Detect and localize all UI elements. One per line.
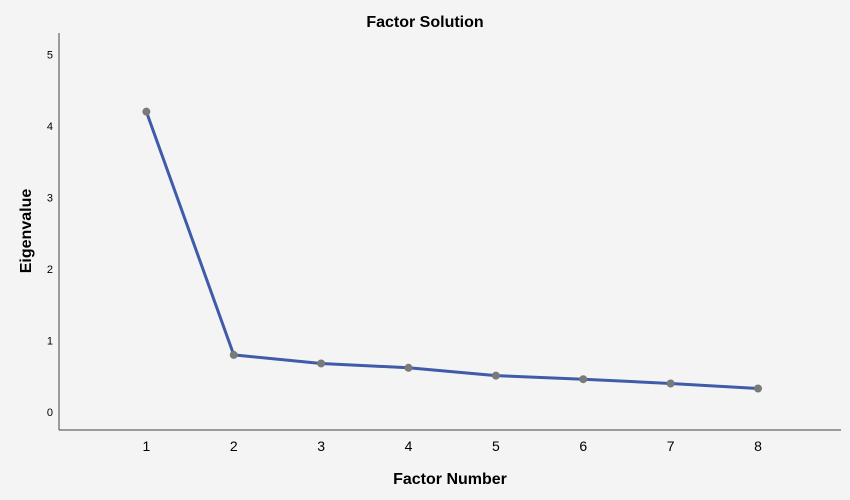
x-tick-label: 5 — [492, 438, 500, 454]
y-tick-labels: 0 1 2 3 4 5 — [47, 49, 53, 419]
series-line — [144, 110, 760, 391]
y-tick-label: 5 — [47, 49, 53, 61]
y-axis-title: Eigenvalue — [18, 189, 35, 274]
plot-area: 0 1 2 3 4 5 1 2 3 4 5 6 7 8 — [47, 33, 841, 454]
x-tick-label: 2 — [230, 438, 238, 454]
y-tick-label: 4 — [47, 121, 53, 133]
data-point — [666, 379, 675, 388]
x-tick-labels: 1 2 3 4 5 6 7 8 — [142, 438, 762, 454]
x-tick-label: 4 — [405, 438, 413, 454]
y-tick-label: 3 — [47, 193, 53, 205]
x-tick-label: 6 — [579, 438, 587, 454]
x-tick-label: 8 — [754, 438, 762, 454]
data-point — [753, 384, 762, 393]
x-tick-label: 1 — [142, 438, 150, 454]
data-point — [491, 371, 500, 380]
x-axis-title: Factor Number — [393, 471, 507, 488]
y-tick-label: 1 — [47, 336, 53, 348]
data-point — [229, 350, 238, 359]
chart-title: Factor Solution — [366, 14, 483, 31]
y-tick-label: 2 — [47, 264, 53, 276]
x-tick-label: 3 — [317, 438, 325, 454]
x-tick-label: 7 — [667, 438, 675, 454]
data-point — [404, 363, 413, 372]
data-point — [317, 359, 326, 368]
y-tick-label: 0 — [47, 407, 53, 419]
data-point — [579, 375, 588, 384]
data-point — [142, 107, 151, 116]
series-layer — [142, 107, 762, 393]
